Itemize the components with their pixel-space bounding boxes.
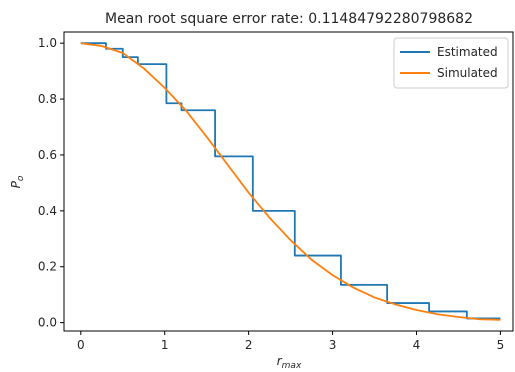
y-tick-label: 0.2 — [38, 260, 57, 274]
y-tick-label: 0.6 — [38, 148, 57, 162]
legend-box — [393, 37, 509, 89]
x-axis-label: rmax — [277, 354, 302, 371]
y-tick-label: 1.0 — [38, 36, 57, 50]
y-axis-label: Po — [9, 175, 26, 188]
y-axis-label-main: P — [9, 180, 23, 188]
x-tick-label: 4 — [413, 338, 421, 352]
x-axis-label-sub: max — [282, 361, 302, 371]
series-line-simulated — [80, 42, 501, 321]
chart-title: Mean root square error rate: 0.114847922… — [105, 11, 473, 27]
legend-label-simulated: Simulated — [437, 66, 498, 80]
y-tick-label: 0.4 — [38, 204, 57, 218]
x-tick-label: 2 — [245, 338, 253, 352]
x-tick-label: 1 — [161, 338, 169, 352]
legend-label-estimated: Estimated — [437, 45, 498, 59]
x-axis-label-main: r — [277, 354, 283, 368]
x-tick-label: 0 — [77, 338, 85, 352]
y-tick-label: 0.8 — [38, 92, 57, 106]
y-tick-label: 0.0 — [38, 316, 57, 330]
legend: Estimated Simulated — [393, 37, 509, 89]
series-line-estimated — [80, 42, 501, 320]
plot-area: 0 1 2 3 4 5 0.0 0.2 0.4 0.6 0.8 1.0 — [38, 31, 514, 352]
x-tick-label: 3 — [329, 338, 337, 352]
x-tick-label: 5 — [497, 338, 505, 352]
axes-frame — [63, 31, 514, 332]
y-axis-label-sub: o — [16, 175, 26, 181]
